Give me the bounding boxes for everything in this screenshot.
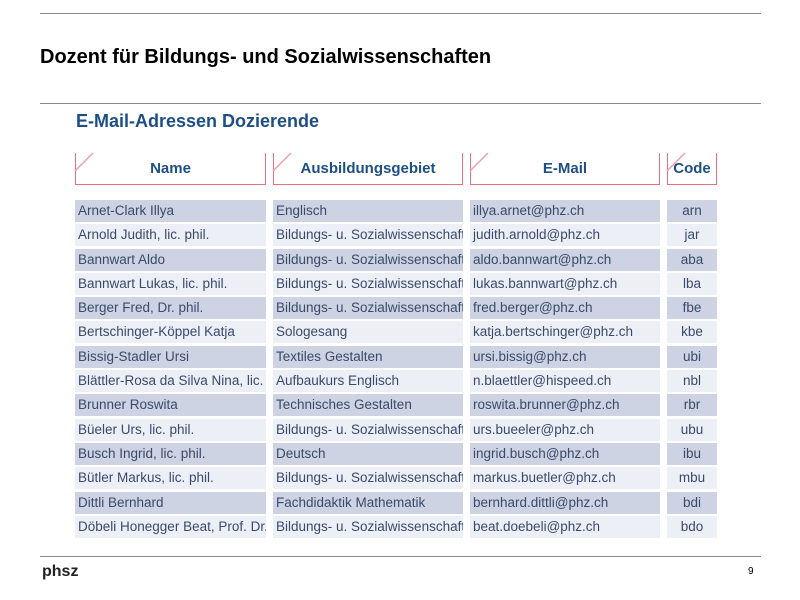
cell-name: Büeler Urs, lic. phil. (75, 418, 266, 441)
cell-name: Berger Fred, Dr. phil. (75, 297, 266, 320)
header-label: Code (673, 160, 711, 177)
cell-ausbildungsgebiet: Bildungs- u. Sozialwissenschaften (273, 248, 463, 271)
header-email: E-Mail (468, 152, 660, 185)
cell-code: ubu (667, 418, 717, 441)
cell-code: fbe (667, 297, 717, 320)
cell-name: Döbeli Honegger Beat, Prof. Dr. (75, 515, 266, 538)
header-code: Code (665, 152, 717, 185)
cell-email[interactable]: ingrid.busch@phz.ch (470, 442, 660, 465)
cell-ausbildungsgebiet: Bildungs- u. Sozialwissenschaften (273, 272, 463, 295)
header-label: Name (150, 160, 191, 177)
cell-ausbildungsgebiet: Bildungs- u. Sozialwissenschaften (273, 224, 463, 247)
cell-name: Arnold Judith, lic. phil. (75, 224, 266, 247)
cell-name: Busch Ingrid, lic. phil. (75, 442, 266, 465)
cell-code: ubi (667, 345, 717, 368)
code-column: arn jar aba lba fbe kbe ubi nbl rbr ubu ibu mbu bdi b… (667, 200, 717, 540)
cell-code: nbl (667, 370, 717, 393)
title-divider (40, 103, 761, 104)
email-column: illya.arnet@phz.ch judith.arnold@phz.ch al… (470, 200, 660, 540)
cell-email[interactable]: judith.arnold@phz.ch (470, 224, 660, 247)
cell-email[interactable]: ursi.bissig@phz.ch (470, 345, 660, 368)
ausbildungsgebiet-column: Englisch Bildungs- u. Sozialwissenschafte… (273, 200, 463, 540)
table-title: E-Mail-Adressen Dozierende (76, 111, 320, 131)
cell-name: Blättler-Rosa da Silva Nina, lic. phil. (75, 370, 266, 393)
cell-email[interactable]: aldo.bannwart@phz.ch (470, 248, 660, 271)
header-ausbildungsgebiet: Ausbildungsgebiet (271, 152, 463, 185)
cell-ausbildungsgebiet: Deutsch (273, 442, 463, 465)
cell-name: Bannwart Aldo (75, 248, 266, 271)
cell-email[interactable]: lukas.bannwart@phz.ch (470, 272, 660, 295)
cell-ausbildungsgebiet: Sologesang (273, 321, 463, 344)
cell-ausbildungsgebiet: Bildungs- u. Sozialwissenschaften (273, 297, 463, 320)
phsz-logo: phsz (42, 563, 79, 580)
cell-email[interactable]: markus.buetler@phz.ch (470, 467, 660, 490)
cell-code: kbe (667, 321, 717, 344)
header-label: Ausbildungsgebiet (300, 160, 436, 177)
top-divider (40, 13, 761, 14)
cell-email[interactable]: fred.berger@phz.ch (470, 297, 660, 320)
cell-name: Arnet-Clark Illya (75, 200, 266, 222)
cell-ausbildungsgebiet: Englisch (273, 200, 463, 222)
cell-ausbildungsgebiet: Aufbaukurs Englisch (273, 370, 463, 393)
cell-email[interactable]: bernhard.dittli@phz.ch (470, 491, 660, 514)
cell-email[interactable]: beat.doebeli@phz.ch (470, 515, 660, 538)
cell-email[interactable]: roswita.brunner@phz.ch (470, 394, 660, 417)
cell-ausbildungsgebiet: Textiles Gestalten (273, 345, 463, 368)
cell-ausbildungsgebiet: Bildungs- u. Sozialwissenschaften (273, 467, 463, 490)
cell-name: Bertschinger-Köppel Katja (75, 321, 266, 344)
cell-code: ibu (667, 442, 717, 465)
page-number: 9 (748, 566, 754, 577)
cell-ausbildungsgebiet: Bildungs- u. Sozialwissenschaften (273, 418, 463, 441)
cell-name: Brunner Roswita (75, 394, 266, 417)
cell-email[interactable]: katja.bertschinger@phz.ch (470, 321, 660, 344)
cell-name: Bütler Markus, lic. phil. (75, 467, 266, 490)
cell-name: Bissig-Stadler Ursi (75, 345, 266, 368)
cell-code: aba (667, 248, 717, 271)
cell-ausbildungsgebiet: Fachdidaktik Mathematik (273, 491, 463, 514)
footer-divider (40, 556, 761, 557)
cell-code: arn (667, 200, 717, 222)
header-name: Name (73, 152, 266, 185)
cell-ausbildungsgebiet: Technisches Gestalten (273, 394, 463, 417)
slide-title: Dozent für Bildungs- und Sozialwissensch… (40, 46, 492, 68)
cell-email[interactable]: illya.arnet@phz.ch (470, 200, 660, 222)
cell-name: Dittli Bernhard (75, 491, 266, 514)
cell-email[interactable]: n.blaettler@hispeed.ch (470, 370, 660, 393)
cell-code: lba (667, 272, 717, 295)
cell-code: bdo (667, 515, 717, 538)
cell-code: jar (667, 224, 717, 247)
name-column: Arnet-Clark Illya Arnold Judith, lic. phi… (75, 200, 266, 540)
cell-ausbildungsgebiet: Bildungs- u. Sozialwissenschaften (273, 515, 463, 538)
cell-code: bdi (667, 491, 717, 514)
cell-code: rbr (667, 394, 717, 417)
header-label: E-Mail (542, 160, 588, 177)
cell-name: Bannwart Lukas, lic. phil. (75, 272, 266, 295)
cell-email[interactable]: urs.bueeler@phz.ch (470, 418, 660, 441)
cell-code: mbu (667, 467, 717, 490)
